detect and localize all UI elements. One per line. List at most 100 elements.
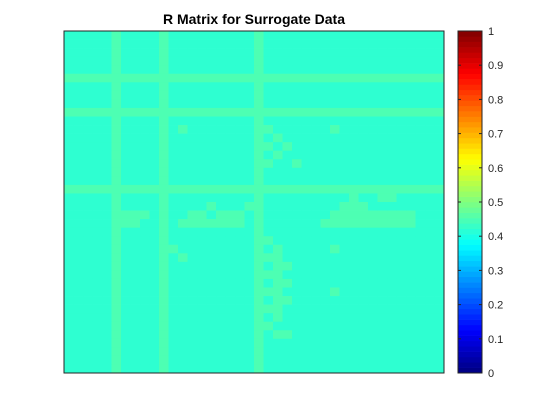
heatmap-cell xyxy=(425,116,435,126)
colorbar-step xyxy=(458,52,482,59)
heatmap-cell xyxy=(121,90,131,100)
heatmap-cell xyxy=(140,116,150,126)
colorbar-step xyxy=(458,292,482,299)
heatmap-cell xyxy=(92,48,103,57)
colorbar-step xyxy=(458,164,482,171)
heatmap-cell xyxy=(377,73,388,83)
heatmap-cell xyxy=(206,167,217,177)
heatmap-cell xyxy=(387,167,397,177)
heatmap-cell xyxy=(225,278,236,288)
heatmap-cell xyxy=(406,227,416,237)
heatmap-cell xyxy=(73,227,84,237)
heatmap-cell xyxy=(349,65,359,75)
heatmap-cell xyxy=(387,355,397,365)
heatmap-cell xyxy=(197,236,207,246)
heatmap-cell xyxy=(111,167,122,177)
heatmap-cell xyxy=(83,278,93,288)
heatmap-cell xyxy=(301,150,312,160)
heatmap-cell xyxy=(235,142,245,152)
heatmap-cell xyxy=(425,31,435,40)
heatmap-cell xyxy=(149,347,160,357)
heatmap-cell xyxy=(273,116,283,126)
heatmap-cell xyxy=(263,270,274,280)
heatmap-cell xyxy=(320,99,331,109)
heatmap-cell xyxy=(111,184,122,194)
heatmap-cell xyxy=(92,236,103,246)
heatmap-cell xyxy=(121,210,131,220)
heatmap-cell xyxy=(197,65,207,75)
heatmap-cell xyxy=(377,236,388,246)
heatmap-cell xyxy=(168,167,179,177)
heatmap-cell xyxy=(225,65,236,75)
heatmap-cell xyxy=(320,236,331,246)
heatmap-cell xyxy=(206,261,217,271)
heatmap-cell xyxy=(415,330,426,340)
heatmap-cell xyxy=(111,321,122,331)
heatmap-cell xyxy=(368,296,378,305)
heatmap-cell xyxy=(168,278,179,288)
heatmap-cell xyxy=(320,313,331,323)
heatmap-cell xyxy=(396,116,407,126)
heatmap-cell xyxy=(216,125,226,134)
heatmap-cell xyxy=(140,90,150,100)
heatmap-cell xyxy=(254,270,264,280)
heatmap-cell xyxy=(339,125,350,134)
heatmap-cell xyxy=(349,176,359,186)
heatmap-cell xyxy=(273,125,283,134)
heatmap-cell xyxy=(197,202,207,211)
heatmap-cell xyxy=(434,167,445,177)
heatmap-cell xyxy=(320,338,331,348)
heatmap-cell xyxy=(92,210,103,220)
heatmap-cell xyxy=(273,364,283,374)
heatmap-cell xyxy=(73,236,84,246)
heatmap-cell xyxy=(235,184,245,194)
heatmap-cell xyxy=(235,202,245,211)
heatmap-cell xyxy=(301,142,312,152)
colorbar-step xyxy=(458,287,482,294)
heatmap-cell xyxy=(244,210,255,220)
heatmap-cell xyxy=(235,330,245,340)
heatmap-cell xyxy=(235,261,245,271)
heatmap-cell xyxy=(216,99,226,109)
heatmap-cell xyxy=(358,296,369,305)
heatmap-cell xyxy=(406,150,416,160)
heatmap-cell xyxy=(415,90,426,100)
heatmap-cell xyxy=(121,39,131,49)
heatmap-cell xyxy=(330,31,340,40)
heatmap-cell xyxy=(102,65,112,75)
heatmap-cell xyxy=(111,227,122,237)
heatmap-cell xyxy=(178,142,188,152)
heatmap-cell xyxy=(178,90,188,100)
heatmap-cell xyxy=(235,48,245,57)
heatmap-cell xyxy=(149,313,160,323)
colorbar-step xyxy=(458,239,482,246)
heatmap-cell xyxy=(415,184,426,194)
heatmap-cell xyxy=(263,202,274,211)
heatmap-cell xyxy=(225,133,236,143)
heatmap-cell xyxy=(130,296,141,305)
heatmap-cell xyxy=(168,125,179,134)
heatmap-cell xyxy=(406,65,416,75)
heatmap-cell xyxy=(387,73,397,83)
heatmap-cell xyxy=(64,107,74,117)
heatmap-cell xyxy=(140,159,150,169)
heatmap-cell xyxy=(415,364,426,374)
heatmap-cell xyxy=(415,133,426,143)
heatmap-cell xyxy=(206,159,217,169)
heatmap-cell xyxy=(102,253,112,263)
heatmap-cell xyxy=(92,56,103,66)
heatmap-cell xyxy=(387,304,397,314)
heatmap-cell xyxy=(73,193,84,203)
heatmap-cell xyxy=(121,73,131,83)
heatmap-cell xyxy=(168,65,179,75)
heatmap-cell xyxy=(206,82,217,92)
heatmap-cell xyxy=(102,364,112,374)
heatmap-cell xyxy=(377,244,388,254)
heatmap-cell xyxy=(415,48,426,57)
heatmap-cell xyxy=(121,133,131,143)
heatmap-cell xyxy=(216,39,226,49)
heatmap-cell xyxy=(406,116,416,126)
heatmap-cell xyxy=(358,184,369,194)
heatmap-cell xyxy=(292,125,302,134)
heatmap-cell xyxy=(130,82,141,92)
